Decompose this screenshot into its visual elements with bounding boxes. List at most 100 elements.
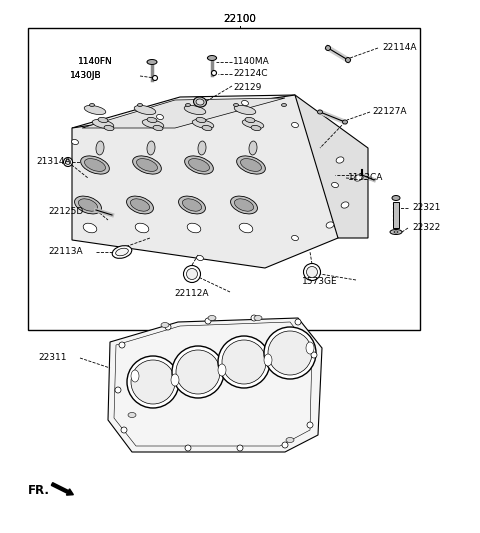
- Polygon shape: [114, 322, 312, 446]
- Ellipse shape: [245, 117, 255, 123]
- Ellipse shape: [104, 125, 114, 131]
- Ellipse shape: [179, 196, 205, 214]
- Polygon shape: [108, 318, 322, 452]
- Ellipse shape: [185, 103, 191, 107]
- Ellipse shape: [251, 125, 261, 131]
- Text: 1573GE: 1573GE: [302, 278, 337, 287]
- Ellipse shape: [92, 119, 114, 128]
- Ellipse shape: [286, 438, 294, 442]
- Ellipse shape: [116, 248, 128, 256]
- Ellipse shape: [89, 103, 95, 107]
- Ellipse shape: [153, 76, 157, 80]
- Ellipse shape: [131, 370, 139, 382]
- Ellipse shape: [233, 103, 239, 107]
- Ellipse shape: [161, 322, 169, 327]
- Ellipse shape: [346, 58, 350, 62]
- Text: 1140FN: 1140FN: [78, 58, 113, 67]
- Ellipse shape: [192, 119, 214, 128]
- Ellipse shape: [326, 222, 334, 228]
- Ellipse shape: [117, 253, 123, 257]
- Ellipse shape: [112, 246, 132, 259]
- Text: 22100: 22100: [224, 14, 256, 24]
- Text: 22100: 22100: [224, 14, 256, 24]
- Ellipse shape: [392, 196, 400, 200]
- FancyArrow shape: [51, 483, 73, 495]
- Bar: [28, 28, 420, 330]
- Ellipse shape: [230, 196, 257, 214]
- Ellipse shape: [65, 159, 71, 165]
- Bar: [393, 202, 399, 228]
- Ellipse shape: [147, 141, 155, 155]
- Ellipse shape: [311, 352, 317, 358]
- Ellipse shape: [218, 364, 226, 376]
- Ellipse shape: [81, 156, 109, 174]
- Ellipse shape: [240, 159, 262, 172]
- Text: 22322: 22322: [412, 223, 440, 232]
- Ellipse shape: [249, 141, 257, 155]
- Ellipse shape: [127, 356, 179, 408]
- Ellipse shape: [183, 265, 201, 282]
- Ellipse shape: [295, 319, 301, 325]
- Ellipse shape: [241, 100, 249, 106]
- Text: 1430JB: 1430JB: [70, 71, 102, 80]
- Text: FR.: FR.: [28, 483, 50, 497]
- Ellipse shape: [193, 97, 206, 107]
- Text: 22129: 22129: [233, 83, 262, 92]
- Ellipse shape: [332, 182, 338, 188]
- Text: 1430JB: 1430JB: [70, 71, 102, 80]
- Text: 22125D: 22125D: [48, 207, 83, 216]
- Ellipse shape: [127, 196, 154, 214]
- Ellipse shape: [306, 342, 314, 354]
- Ellipse shape: [281, 103, 287, 107]
- Ellipse shape: [187, 269, 197, 279]
- Ellipse shape: [325, 45, 331, 51]
- Ellipse shape: [198, 141, 206, 155]
- Polygon shape: [72, 95, 338, 268]
- Ellipse shape: [189, 159, 209, 172]
- Ellipse shape: [212, 70, 216, 76]
- Ellipse shape: [207, 55, 216, 61]
- Ellipse shape: [291, 123, 299, 127]
- Ellipse shape: [115, 387, 121, 393]
- Ellipse shape: [343, 120, 348, 124]
- Polygon shape: [295, 95, 368, 238]
- Ellipse shape: [147, 117, 157, 123]
- Ellipse shape: [185, 156, 213, 174]
- Ellipse shape: [205, 318, 211, 324]
- Text: 22114A: 22114A: [382, 44, 417, 52]
- Ellipse shape: [165, 324, 171, 330]
- Ellipse shape: [282, 442, 288, 448]
- Ellipse shape: [147, 60, 157, 64]
- Ellipse shape: [137, 103, 143, 107]
- Ellipse shape: [303, 263, 321, 280]
- Ellipse shape: [196, 255, 204, 261]
- Ellipse shape: [132, 156, 161, 174]
- Text: 1140FN: 1140FN: [78, 58, 113, 67]
- Ellipse shape: [119, 342, 125, 348]
- Ellipse shape: [63, 157, 72, 166]
- Ellipse shape: [202, 125, 212, 131]
- Ellipse shape: [336, 157, 344, 163]
- Text: 1153CA: 1153CA: [348, 174, 384, 182]
- Polygon shape: [82, 98, 285, 128]
- Ellipse shape: [136, 159, 157, 172]
- Ellipse shape: [394, 231, 398, 233]
- Ellipse shape: [134, 106, 156, 115]
- Ellipse shape: [196, 117, 206, 123]
- Ellipse shape: [142, 119, 164, 128]
- Ellipse shape: [234, 106, 256, 115]
- Text: 22127A: 22127A: [372, 108, 407, 117]
- Ellipse shape: [264, 327, 316, 379]
- Ellipse shape: [84, 159, 106, 172]
- Ellipse shape: [234, 199, 253, 211]
- Ellipse shape: [78, 199, 97, 211]
- Ellipse shape: [341, 202, 349, 208]
- Ellipse shape: [185, 445, 191, 451]
- Ellipse shape: [128, 413, 136, 417]
- Text: 22112A: 22112A: [174, 288, 208, 297]
- Ellipse shape: [317, 110, 323, 114]
- Ellipse shape: [182, 199, 202, 211]
- Ellipse shape: [390, 230, 402, 235]
- Text: 21314A: 21314A: [36, 157, 71, 166]
- Ellipse shape: [131, 360, 175, 404]
